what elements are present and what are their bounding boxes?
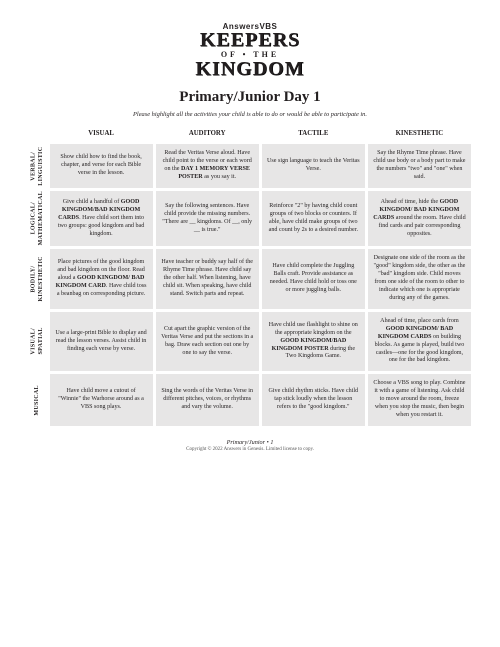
activity-cell: Say the Rhyme Time phrase. Have child us… — [366, 143, 472, 190]
table-body: VERBAL/LINGUISTICShow child how to find … — [26, 143, 473, 428]
col-header: AUDITORY — [154, 127, 260, 143]
logo-line2: KEEPERS — [26, 32, 474, 49]
activity-cell: Choose a VBS song to play. Combine it wi… — [366, 373, 472, 428]
activity-cell: Have child complete the Juggling Balls c… — [260, 248, 366, 311]
footer-page: Primary/Junior • 1 — [26, 439, 474, 447]
activity-cell: Say the following sentences. Have child … — [154, 189, 260, 247]
row-header: MUSICAL — [26, 373, 48, 428]
row-header: LOGICAL/MATHEMATICAL — [26, 189, 48, 247]
activity-cell: Give child rhythm sticks. Have child tap… — [260, 373, 366, 428]
footer-copyright: Copyright © 2022 Answers in Genesis. Lim… — [26, 447, 474, 453]
activity-cell: Read the Veritas Verse aloud. Have child… — [154, 143, 260, 190]
activity-cell: Have child use flashlight to shine on th… — [260, 310, 366, 373]
col-header: VISUAL — [48, 127, 154, 143]
col-header: KINESTHETIC — [366, 127, 472, 143]
row-header: VERBAL/LINGUISTIC — [26, 143, 48, 190]
activity-cell: Show child how to find the book, chapter… — [48, 143, 154, 190]
activity-cell: Cut apart the graphic version of the Ver… — [154, 310, 260, 373]
col-header: TACTILE — [260, 127, 366, 143]
activity-cell: Use sign language to teach the Veritas V… — [260, 143, 366, 190]
activity-cell: Use a large-print Bible to display and r… — [48, 310, 154, 373]
row-header: VISUAL/SPATIAL — [26, 310, 48, 373]
activity-cell: Sing the words of the Veritas Verse in d… — [154, 373, 260, 428]
logo: AnswersVBS KEEPERS OF • THE KINGDOM — [26, 22, 474, 78]
activity-cell: Ahead of time, place cards from GOOD KIN… — [366, 310, 472, 373]
activity-cell: Ahead of time, hide the GOOD KINGDOM/ BA… — [366, 189, 472, 247]
activity-cell: Place pictures of the good kingdom and b… — [48, 248, 154, 311]
activity-cell: Designate one side of the room as the "g… — [366, 248, 472, 311]
activity-table: VISUAL AUDITORY TACTILE KINESTHETIC VERB… — [26, 127, 474, 429]
activity-cell: Have child move a cutout of "Winnie" the… — [48, 373, 154, 428]
instruction: Please highlight all the activities your… — [26, 111, 474, 119]
logo-line4: KINGDOM — [26, 61, 474, 78]
activity-cell: Give child a handful of GOOD KINGDOM/BAD… — [48, 189, 154, 247]
activity-cell: Reinforce "2" by having child count grou… — [260, 189, 366, 247]
footer: Primary/Junior • 1 Copyright © 2022 Answ… — [26, 439, 474, 453]
page-title: Primary/Junior Day 1 — [26, 88, 474, 107]
activity-cell: Have teacher or buddy say half of the Rh… — [154, 248, 260, 311]
row-header: BODILY/KINESTHETIC — [26, 248, 48, 311]
